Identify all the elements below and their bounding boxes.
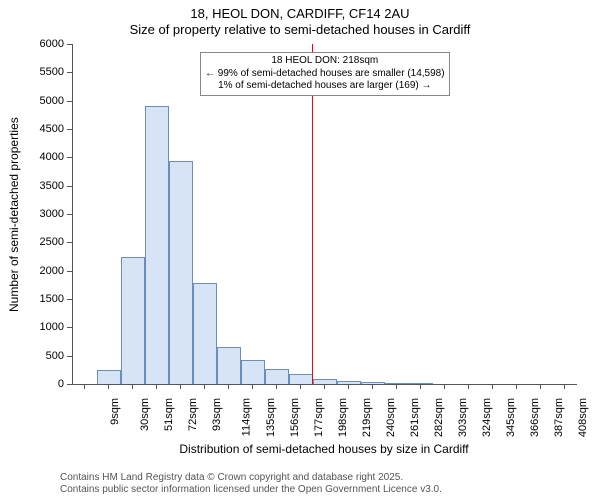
- x-tick-mark: [540, 384, 541, 389]
- histogram-bar: [361, 382, 385, 384]
- histogram-bar: [97, 370, 121, 384]
- histogram-bar: [265, 369, 289, 384]
- x-tick-label: 219sqm: [361, 398, 373, 437]
- x-tick-label: 156sqm: [289, 398, 301, 437]
- x-tick-label: 114sqm: [240, 398, 252, 436]
- x-tick-mark: [564, 384, 565, 389]
- x-tick-label: 93sqm: [211, 398, 223, 431]
- histogram-bar: [169, 161, 193, 384]
- plot-area: 18 HEOL DON: 218sqm← 99% of semi-detache…: [72, 44, 577, 385]
- x-tick-label: 30sqm: [139, 398, 151, 431]
- x-tick-label: 345sqm: [505, 398, 517, 437]
- histogram-bar: [145, 106, 169, 384]
- x-tick-mark: [204, 384, 205, 389]
- y-tick-mark: [67, 214, 72, 215]
- x-tick-mark: [84, 384, 85, 389]
- x-tick-mark: [228, 384, 229, 389]
- x-tick-mark: [396, 384, 397, 389]
- title-line-1: 18, HEOL DON, CARDIFF, CF14 2AU: [0, 6, 600, 22]
- y-tick-mark: [67, 101, 72, 102]
- x-tick-mark: [468, 384, 469, 389]
- x-tick-label: 198sqm: [337, 398, 349, 437]
- y-tick-label: 5000: [24, 95, 64, 107]
- annotation-line-1: 18 HEOL DON: 218sqm: [205, 55, 445, 68]
- y-tick-label: 1000: [24, 321, 64, 333]
- histogram-bar: [193, 283, 217, 384]
- y-tick-label: 3500: [24, 180, 64, 192]
- x-tick-mark: [444, 384, 445, 389]
- footer-line-2: Contains public sector information licen…: [60, 484, 442, 496]
- histogram-bar: [385, 383, 409, 384]
- x-tick-label: 177sqm: [313, 398, 325, 437]
- y-tick-label: 5500: [24, 66, 64, 78]
- x-tick-label: 51sqm: [163, 398, 175, 431]
- y-tick-mark: [67, 157, 72, 158]
- x-tick-label: 303sqm: [457, 398, 469, 437]
- footer-line-1: Contains HM Land Registry data © Crown c…: [60, 472, 442, 484]
- title-line-2: Size of property relative to semi-detach…: [0, 22, 600, 38]
- y-tick-label: 4000: [24, 151, 64, 163]
- histogram-bar: [337, 381, 361, 384]
- y-tick-label: 1500: [24, 293, 64, 305]
- x-tick-mark: [108, 384, 109, 389]
- y-tick-mark: [67, 356, 72, 357]
- x-tick-label: 282sqm: [433, 398, 445, 437]
- y-tick-label: 2000: [24, 265, 64, 277]
- x-tick-mark: [252, 384, 253, 389]
- x-tick-label: 9sqm: [109, 398, 121, 425]
- y-tick-mark: [67, 242, 72, 243]
- histogram-bar: [409, 383, 433, 384]
- x-tick-mark: [348, 384, 349, 389]
- x-tick-mark: [372, 384, 373, 389]
- y-tick-mark: [67, 327, 72, 328]
- x-tick-label: 240sqm: [385, 398, 397, 437]
- x-tick-label: 366sqm: [529, 398, 541, 437]
- x-tick-mark: [156, 384, 157, 389]
- y-tick-mark: [67, 384, 72, 385]
- x-tick-label: 261sqm: [409, 398, 421, 437]
- x-tick-mark: [516, 384, 517, 389]
- histogram-bar: [241, 360, 265, 384]
- annotation-box: 18 HEOL DON: 218sqm← 99% of semi-detache…: [200, 52, 450, 96]
- y-tick-mark: [67, 186, 72, 187]
- annotation-line-2: ← 99% of semi-detached houses are smalle…: [205, 68, 445, 81]
- histogram-bar: [313, 379, 337, 384]
- y-tick-mark: [67, 129, 72, 130]
- x-tick-mark: [420, 384, 421, 389]
- x-axis-label: Distribution of semi-detached houses by …: [72, 442, 576, 456]
- y-tick-label: 2500: [24, 236, 64, 248]
- y-tick-label: 3000: [24, 208, 64, 220]
- y-tick-label: 4500: [24, 123, 64, 135]
- x-tick-label: 135sqm: [265, 398, 277, 437]
- x-tick-mark: [300, 384, 301, 389]
- y-tick-mark: [67, 299, 72, 300]
- annotation-line-3: 1% of semi-detached houses are larger (1…: [205, 80, 445, 93]
- x-tick-label: 387sqm: [553, 398, 565, 437]
- chart-title: 18, HEOL DON, CARDIFF, CF14 2AU Size of …: [0, 0, 600, 37]
- y-tick-label: 6000: [24, 38, 64, 50]
- x-tick-mark: [180, 384, 181, 389]
- y-tick-mark: [67, 271, 72, 272]
- y-axis-label: Number of semi-detached properties: [7, 117, 21, 312]
- x-tick-mark: [492, 384, 493, 389]
- y-tick-mark: [67, 72, 72, 73]
- x-tick-mark: [324, 384, 325, 389]
- histogram-bar: [121, 257, 145, 385]
- footer-attribution: Contains HM Land Registry data © Crown c…: [60, 472, 442, 496]
- x-tick-mark: [132, 384, 133, 389]
- x-tick-label: 324sqm: [481, 398, 493, 437]
- y-tick-label: 500: [24, 350, 64, 362]
- histogram-bar: [289, 374, 313, 384]
- x-tick-label: 408sqm: [577, 398, 589, 437]
- histogram-bar: [217, 347, 241, 384]
- y-tick-mark: [67, 44, 72, 45]
- y-tick-label: 0: [24, 378, 64, 390]
- x-tick-label: 72sqm: [187, 398, 199, 431]
- x-tick-mark: [276, 384, 277, 389]
